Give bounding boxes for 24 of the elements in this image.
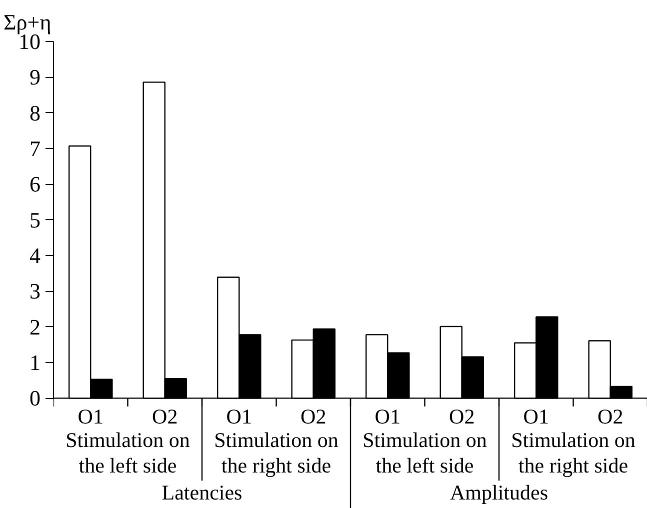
y-tick-label: 6 bbox=[30, 172, 40, 197]
y-tick-label: 9 bbox=[30, 64, 40, 90]
y-tick-label: 2 bbox=[30, 314, 40, 340]
text: Stimulation on the left side bbox=[66, 428, 190, 478]
y-tick-label: 4 bbox=[30, 243, 40, 268]
y-tick-label: 7 bbox=[30, 136, 40, 162]
y-tick-label: 1 bbox=[30, 350, 40, 376]
x-tick-label: O1 bbox=[78, 404, 104, 428]
text: Stimulation on the left side bbox=[362, 428, 488, 478]
text: Stimulation on the right side bbox=[214, 428, 339, 478]
x-tick-label: O1 bbox=[226, 404, 252, 428]
y-tick-label: 5 bbox=[30, 207, 40, 232]
y-tick-label: 3 bbox=[30, 278, 40, 304]
y-tick-label: 0 bbox=[30, 386, 40, 411]
x-tick-label: O1 bbox=[374, 404, 400, 428]
text: Stimulation on the right side bbox=[511, 428, 636, 478]
x-tick-label: O2 bbox=[152, 404, 178, 428]
x-tick-label: O1 bbox=[523, 404, 549, 428]
x-tick-label: O2 bbox=[449, 404, 475, 428]
y-tick-label: 8 bbox=[30, 100, 40, 126]
text: Amplitudes bbox=[450, 480, 548, 505]
text: Latencies bbox=[162, 480, 242, 505]
x-tick-label: O2 bbox=[598, 404, 624, 428]
x-tick-label: O2 bbox=[300, 404, 326, 428]
